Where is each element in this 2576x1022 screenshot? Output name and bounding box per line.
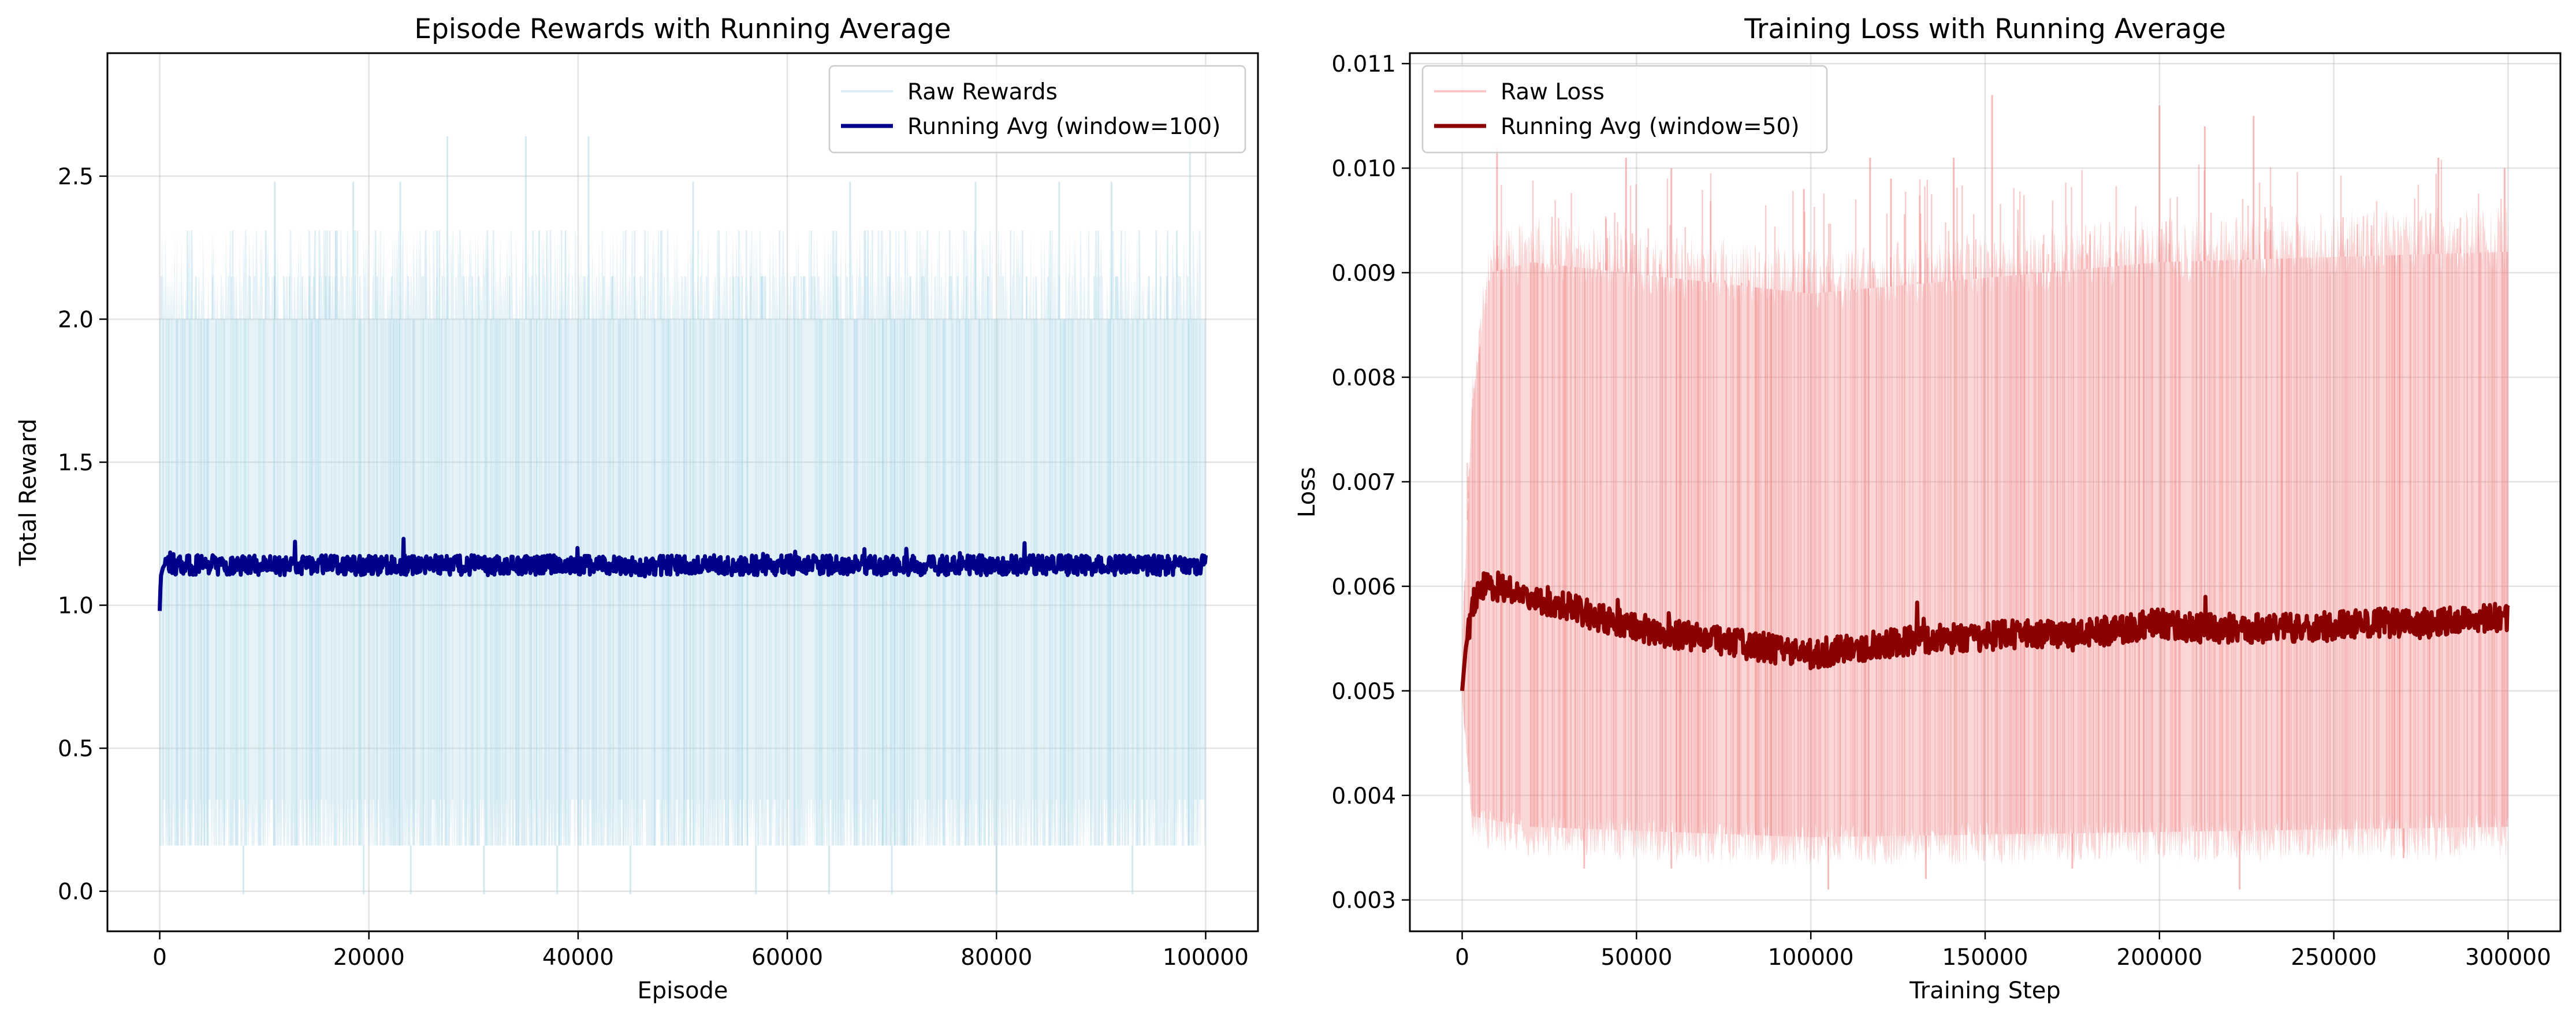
loss-raw-band xyxy=(1462,204,2508,869)
rewards-xtick-label: 100000 xyxy=(1163,945,1249,971)
loss-series-running-avg xyxy=(1460,570,2510,692)
rewards-axes-frame xyxy=(106,52,1259,932)
loss-x-axis-label: Training Step xyxy=(1909,978,2061,1004)
loss-y-axis-label: Loss xyxy=(1294,467,1320,518)
loss-xtick-label: 150000 xyxy=(1942,945,2028,971)
rewards-xtick-label: 20000 xyxy=(333,945,405,971)
loss-xtick-label: 0 xyxy=(1455,945,1469,971)
rewards-chart-title: Episode Rewards with Running Average xyxy=(414,13,951,45)
loss-ytick-label: 0.007 xyxy=(1331,470,1396,496)
loss-plot-area xyxy=(1460,95,2510,890)
rewards-ytick-label: 1.5 xyxy=(58,450,94,476)
rewards-x-axis-label: Episode xyxy=(637,978,728,1004)
loss-ytick-label: 0.009 xyxy=(1331,261,1396,287)
rewards-plot-area xyxy=(158,136,1208,894)
loss-ytick-label: 0.010 xyxy=(1331,156,1396,182)
rewards-ytick-label: 1.0 xyxy=(58,593,94,619)
rewards-legend-label: Raw Rewards xyxy=(907,79,1058,105)
rewards-y-axis-label: Total Reward xyxy=(15,418,42,566)
rewards-raw-band xyxy=(159,231,1206,846)
loss-series-raw xyxy=(1462,95,2508,890)
rewards-ytick-label: 0.5 xyxy=(58,736,94,762)
loss-xtick-label: 200000 xyxy=(2116,945,2202,971)
chart-episode-rewards: 0 20000 40000 60000 80000 100000 0.0 0.5 1.0 1.5 2… xyxy=(15,13,1259,1004)
rewards-xtick-label: 60000 xyxy=(751,945,823,971)
rewards-ytick-label: 2.0 xyxy=(58,307,94,333)
loss-ytick-label: 0.005 xyxy=(1331,679,1396,705)
rewards-grid xyxy=(107,53,1258,931)
chart-training-loss: 0 50000 100000 150000 200000 250000 300000 0.00… xyxy=(1294,13,2562,1004)
loss-legend: Raw Loss Running Avg (window=50) xyxy=(1421,65,1828,154)
rewards-xtick-label: 80000 xyxy=(961,945,1032,971)
loss-ytick-label: 0.006 xyxy=(1331,574,1396,600)
loss-xtick-label: 300000 xyxy=(2465,945,2551,971)
loss-ytick-label: 0.008 xyxy=(1331,365,1396,391)
rewards-legend: Raw Rewards Running Avg (window=100) xyxy=(828,65,1246,154)
rewards-ytick-label: 2.5 xyxy=(58,164,94,190)
loss-ytick-label: 0.003 xyxy=(1331,888,1396,914)
loss-grid xyxy=(1410,53,2560,931)
loss-ytick-label: 0.004 xyxy=(1331,783,1396,809)
rewards-series-running-avg xyxy=(158,537,1208,611)
loss-ytick-label: 0.011 xyxy=(1331,51,1396,77)
rewards-xtick-label: 40000 xyxy=(542,945,614,971)
rewards-series-raw xyxy=(159,136,1206,894)
loss-xtick-label: 50000 xyxy=(1600,945,1672,971)
loss-xtick-label: 250000 xyxy=(2291,945,2377,971)
rewards-legend-label: Running Avg (window=100) xyxy=(907,114,1220,140)
loss-legend-label: Raw Loss xyxy=(1501,79,1605,105)
loss-legend-label: Running Avg (window=50) xyxy=(1501,114,1800,140)
rewards-ytick-label: 0.0 xyxy=(58,879,94,905)
loss-xtick-label: 100000 xyxy=(1768,945,1854,971)
rewards-xtick-label: 0 xyxy=(152,945,167,971)
loss-chart-title: Training Loss with Running Average xyxy=(1744,13,2226,45)
